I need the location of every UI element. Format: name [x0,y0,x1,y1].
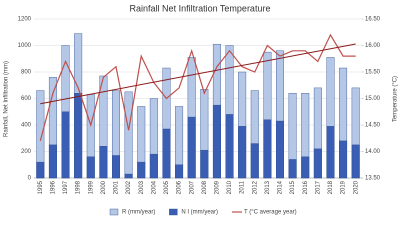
bar [313,148,322,179]
bar [301,156,310,179]
x-tick-label: 1995 [38,180,44,194]
bar [124,91,133,179]
bar [149,153,158,179]
x-tick-label: 2005 [164,180,170,194]
bar [276,120,284,179]
x-tick-label: 2000 [101,180,107,194]
legend-label: T (°C average year) [244,210,297,216]
legend-swatch [109,208,119,216]
bar [175,164,184,179]
chart-title: Rainfall Net Infiltration Temperature [130,3,271,13]
x-tick-label: 2004 [151,180,157,194]
x-tick-label: 1998 [76,180,82,194]
bar [162,128,171,179]
y-tick-label: 1000 [18,43,32,49]
x-tick-label: 1999 [88,180,94,194]
x-tick-label: 2015 [290,180,296,194]
bar [288,159,297,179]
x-tick-label: 2008 [202,180,208,194]
chart: Rainfall Net Infiltration Temperature Ra… [4,3,399,216]
y-tick-label: 1200 [18,17,32,23]
y-tick-label: 200 [21,149,32,155]
x-tick-label: 2013 [265,180,271,194]
y2-tick-label: 14.00 [365,149,381,155]
y-tick-label: 600 [21,96,32,102]
y2-tick-label: 16.50 [365,17,381,23]
y-tick-label: 400 [21,123,32,129]
x-tick-label: 2006 [177,180,183,194]
bar [187,116,196,179]
legend-label: N I (mm/year) [181,210,218,216]
y2-tick-label: 13.50 [365,176,381,182]
y-axis-title: Rainfall, Net Infiltration (mm) [4,61,10,137]
bar [351,144,360,179]
x-tick-label: 2012 [252,180,258,194]
bar [99,145,108,179]
x-tick-label: 1996 [51,180,57,194]
bar [339,140,348,179]
y2-tick-label: 16.00 [365,43,381,49]
x-tick-label: 2007 [189,180,195,194]
bar [326,126,335,179]
bar [137,161,146,179]
y2-tick-label: 15.50 [365,70,381,76]
x-tick-label: 2001 [114,180,120,194]
trend-line [40,43,356,105]
bar [61,111,70,179]
y2-tick-label: 14.50 [365,123,381,129]
bar [238,126,247,179]
legend-label: R (mm/year) [122,210,155,216]
bar [200,149,209,179]
x-tick-label: 2009 [215,180,221,194]
bar [250,143,259,179]
x-tick-label: 2014 [278,180,284,194]
x-tick-label: 2018 [328,180,334,194]
bar [212,104,221,179]
line [39,33,356,142]
bar [48,144,57,179]
bar [263,119,272,179]
bar [124,173,133,179]
x-tick-label: 2003 [139,180,145,194]
y-tick-label: 0 [28,176,32,182]
y-tick-label: 800 [21,70,32,76]
y2-axis-title: Temperature (°C) [393,76,399,122]
legend-swatch [169,208,178,216]
bar [74,92,83,179]
x-tick-label: 2002 [126,180,132,194]
bar [112,155,120,179]
x-tick-label: 2016 [303,180,309,194]
x-tick-label: 2011 [240,180,246,194]
x-tick-label: 2010 [227,180,233,194]
x-tick-label: 2019 [341,180,347,194]
bar [86,156,95,179]
x-tick-label: 1997 [63,180,69,194]
bar [225,114,234,179]
bar [36,161,45,179]
y2-tick-label: 15.00 [365,96,381,102]
x-tick-label: 2020 [353,180,359,194]
x-tick-label: 2017 [315,180,321,194]
